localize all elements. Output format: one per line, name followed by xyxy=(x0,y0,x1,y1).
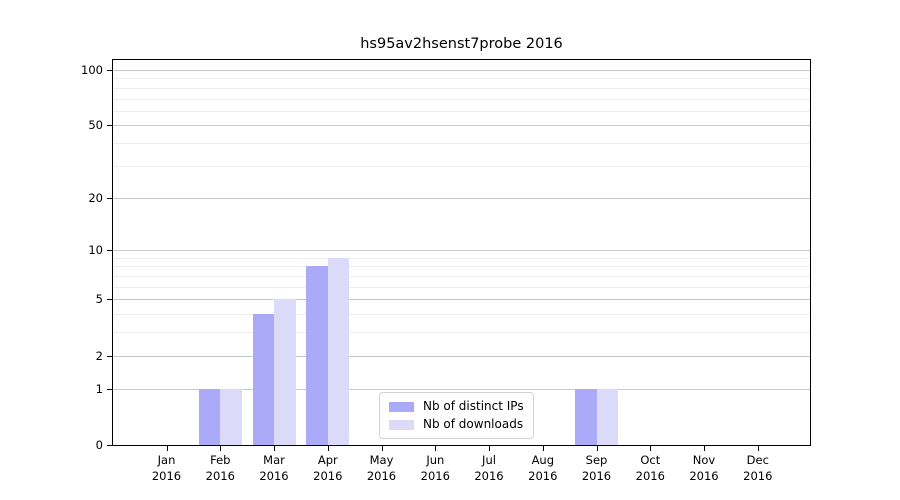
x-tick-label: Jul 2016 xyxy=(474,453,504,483)
minor-gridline xyxy=(113,87,810,89)
minor-gridline xyxy=(113,98,810,100)
x-tick-mark xyxy=(327,446,329,451)
minor-gridline xyxy=(113,332,810,334)
bar-distinct-ips-sep xyxy=(575,388,597,445)
y-tick-mark xyxy=(107,69,112,71)
bar-downloads-sep xyxy=(596,388,618,445)
x-tick-mark xyxy=(435,446,437,451)
x-tick-label: Aug 2016 xyxy=(528,453,558,483)
x-tick-mark xyxy=(381,446,383,451)
x-tick-mark xyxy=(542,446,544,451)
major-gridline xyxy=(113,197,810,199)
y-tick-mark xyxy=(107,299,112,301)
minor-gridline xyxy=(113,78,810,80)
bar-downloads-apr xyxy=(327,257,350,445)
y-tick-mark xyxy=(107,250,112,252)
y-tick-label: 1 xyxy=(95,381,103,396)
major-gridline xyxy=(113,69,810,71)
x-tick-label: Mar 2016 xyxy=(259,453,289,483)
x-tick-mark xyxy=(596,446,598,451)
y-tick-label: 0 xyxy=(95,438,103,452)
y-tick-label: 2 xyxy=(95,348,103,363)
major-gridline xyxy=(113,299,810,301)
x-tick-label: Nov 2016 xyxy=(689,453,719,483)
y-tick-mark xyxy=(107,197,112,199)
minor-gridline xyxy=(113,276,810,277)
bar-distinct-ips-feb xyxy=(198,388,221,445)
legend-label-distinct-ips: Nb of distinct IPs xyxy=(423,399,524,413)
y-tick-label: 5 xyxy=(95,292,103,307)
x-tick-mark xyxy=(274,446,275,451)
minor-gridline xyxy=(113,266,810,268)
x-tick-mark xyxy=(220,446,222,451)
major-gridline xyxy=(113,250,810,252)
x-tick-label: Feb 2016 xyxy=(205,453,235,483)
legend: Nb of distinct IPs Nb of downloads xyxy=(379,392,534,439)
x-tick-label: May 2016 xyxy=(366,453,397,483)
bar-downloads-mar xyxy=(274,299,296,445)
major-gridline xyxy=(113,125,810,127)
x-tick-mark xyxy=(704,446,705,451)
bar-distinct-ips-apr xyxy=(306,266,328,445)
x-tick-label: Apr 2016 xyxy=(313,453,343,483)
chart-title: hs95av2hsenst7probe 2016 xyxy=(360,36,563,52)
bar-downloads-feb xyxy=(220,388,242,445)
y-tick-label: 10 xyxy=(88,243,103,258)
y-tick-label: 20 xyxy=(88,190,103,205)
x-tick-mark xyxy=(489,446,490,451)
y-tick-mark xyxy=(107,125,112,127)
bar-distinct-ips-mar xyxy=(252,314,274,445)
major-gridline xyxy=(113,355,810,357)
minor-gridline xyxy=(113,286,810,288)
x-tick-label: Oct 2016 xyxy=(635,453,665,483)
x-tick-label: Jun 2016 xyxy=(420,453,450,483)
x-tick-mark xyxy=(757,446,759,451)
x-tick-mark xyxy=(650,446,652,451)
y-tick-mark xyxy=(107,355,112,357)
legend-swatch-distinct-ips xyxy=(389,401,414,412)
minor-gridline xyxy=(113,257,810,259)
y-tick-mark xyxy=(107,445,112,446)
minor-gridline xyxy=(113,314,810,316)
legend-label-downloads: Nb of downloads xyxy=(423,417,524,431)
x-tick-label: Jan 2016 xyxy=(151,453,182,483)
y-tick-mark xyxy=(107,388,112,390)
x-tick-mark xyxy=(166,446,168,451)
x-tick-label: Sep 2016 xyxy=(581,453,612,483)
minor-gridline xyxy=(113,110,810,112)
legend-item-distinct-ips: Nb of distinct IPs xyxy=(389,399,524,414)
minor-gridline xyxy=(113,165,810,167)
legend-item-downloads: Nb of downloads xyxy=(389,417,524,432)
minor-gridline xyxy=(113,143,810,145)
legend-swatch-downloads xyxy=(389,419,414,430)
y-tick-label: 100 xyxy=(81,62,103,77)
major-gridline xyxy=(113,388,810,390)
x-tick-label: Dec 2016 xyxy=(743,453,773,483)
y-tick-label: 50 xyxy=(88,118,103,133)
